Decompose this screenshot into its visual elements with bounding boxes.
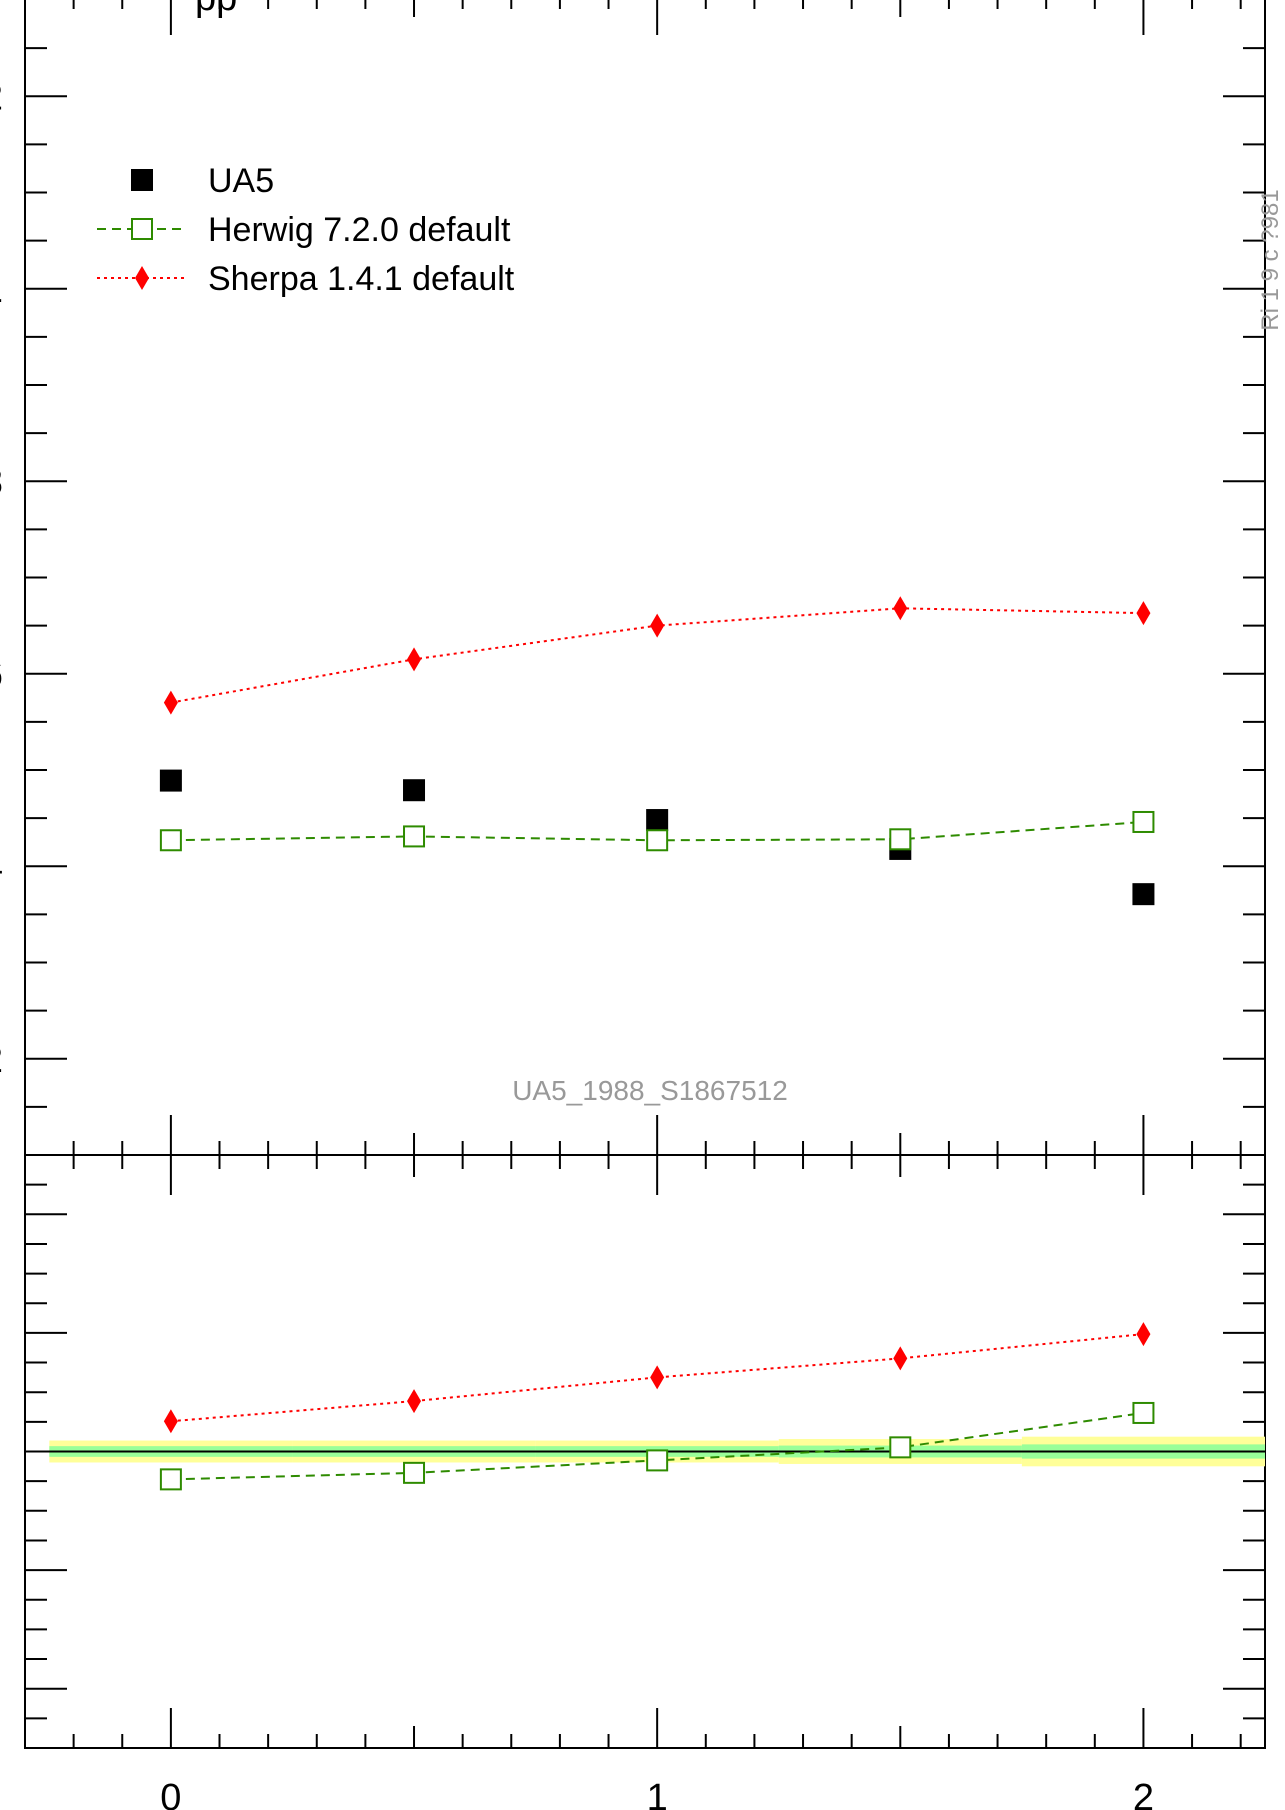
- ratio-data-point: [650, 1365, 665, 1390]
- legend-marker: [131, 218, 153, 240]
- data-point: [407, 647, 422, 672]
- data-point: [1132, 883, 1155, 906]
- ratio-data-point: [163, 1409, 178, 1434]
- data-point: [893, 596, 908, 621]
- data-point: [646, 829, 669, 852]
- ratio-data-point: [403, 1461, 426, 1484]
- data-point: [403, 779, 426, 802]
- data-point: [163, 690, 178, 715]
- side-label: Ri 1 9 c ?981: [1257, 189, 1284, 330]
- y-tick-label: 2: [0, 1039, 3, 1081]
- legend-label: UA5: [208, 162, 274, 200]
- legend: UA5 Herwig 7.2.0 default Sherpa 1.4.1 defa…: [97, 162, 515, 298]
- data-point: [646, 809, 669, 832]
- y-tick-label: 6: [0, 654, 3, 696]
- legend-marker: [135, 266, 149, 290]
- legend-label: Sherpa 1.4.1 default: [208, 260, 515, 298]
- ratio-data-point: [1132, 1401, 1155, 1424]
- ratio-series-line: [170, 1333, 1144, 1423]
- data-point: [1132, 810, 1155, 833]
- data-point: [159, 769, 182, 792]
- data-point: [403, 825, 426, 848]
- ratio-data-point: [646, 1449, 669, 1472]
- ratio-data-point: [893, 1346, 908, 1371]
- legend-label: Herwig 7.2.0 default: [208, 211, 511, 249]
- ratio-data-point: [1136, 1322, 1151, 1347]
- legend-marker: [131, 169, 153, 191]
- data-point: [159, 829, 182, 852]
- ratio-data-point: [889, 1436, 912, 1459]
- ratio-panel: 0 1 2: [24, 1154, 1266, 1810]
- partial-title-text: pp: [195, 0, 237, 19]
- y-tick-label: 8: [0, 461, 3, 503]
- ratio-data-point: [407, 1389, 422, 1414]
- x-tick-label: 2: [1133, 1777, 1154, 1810]
- y-tick-label: 4: [0, 846, 3, 888]
- data-point: [889, 828, 912, 851]
- y-tick-label: 1: [0, 269, 3, 311]
- x-tick-label: 0: [160, 1777, 181, 1810]
- analysis-id-label: UA5_1988_S1867512: [512, 1075, 788, 1106]
- data-point: [650, 613, 665, 638]
- main-panel: 2 4 6 8 1 2: [0, 0, 1266, 1156]
- y-tick-label: 2: [0, 76, 3, 118]
- data-point: [1136, 601, 1151, 626]
- ratio-data-point: [159, 1468, 182, 1491]
- x-tick-label: 1: [647, 1777, 668, 1810]
